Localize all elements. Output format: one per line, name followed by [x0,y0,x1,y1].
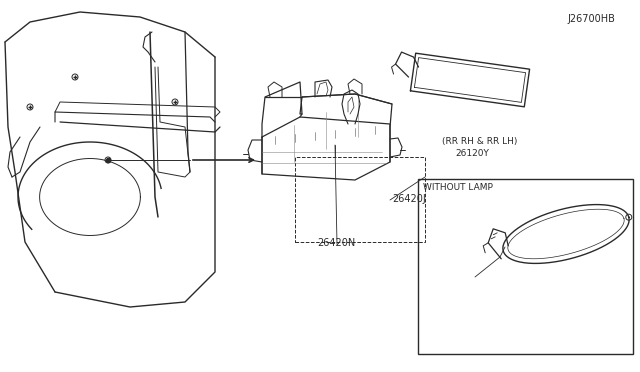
Text: 26420J: 26420J [392,194,426,204]
Text: 26120Y: 26120Y [455,149,489,158]
Bar [295,157,425,242]
Text: 26420N: 26420N [317,238,355,248]
Bar [418,179,633,354]
Text: J26700HB: J26700HB [567,14,615,24]
Text: WITHOUT LAMP: WITHOUT LAMP [423,183,493,192]
Text: (RR RH & RR LH): (RR RH & RR LH) [442,137,517,146]
